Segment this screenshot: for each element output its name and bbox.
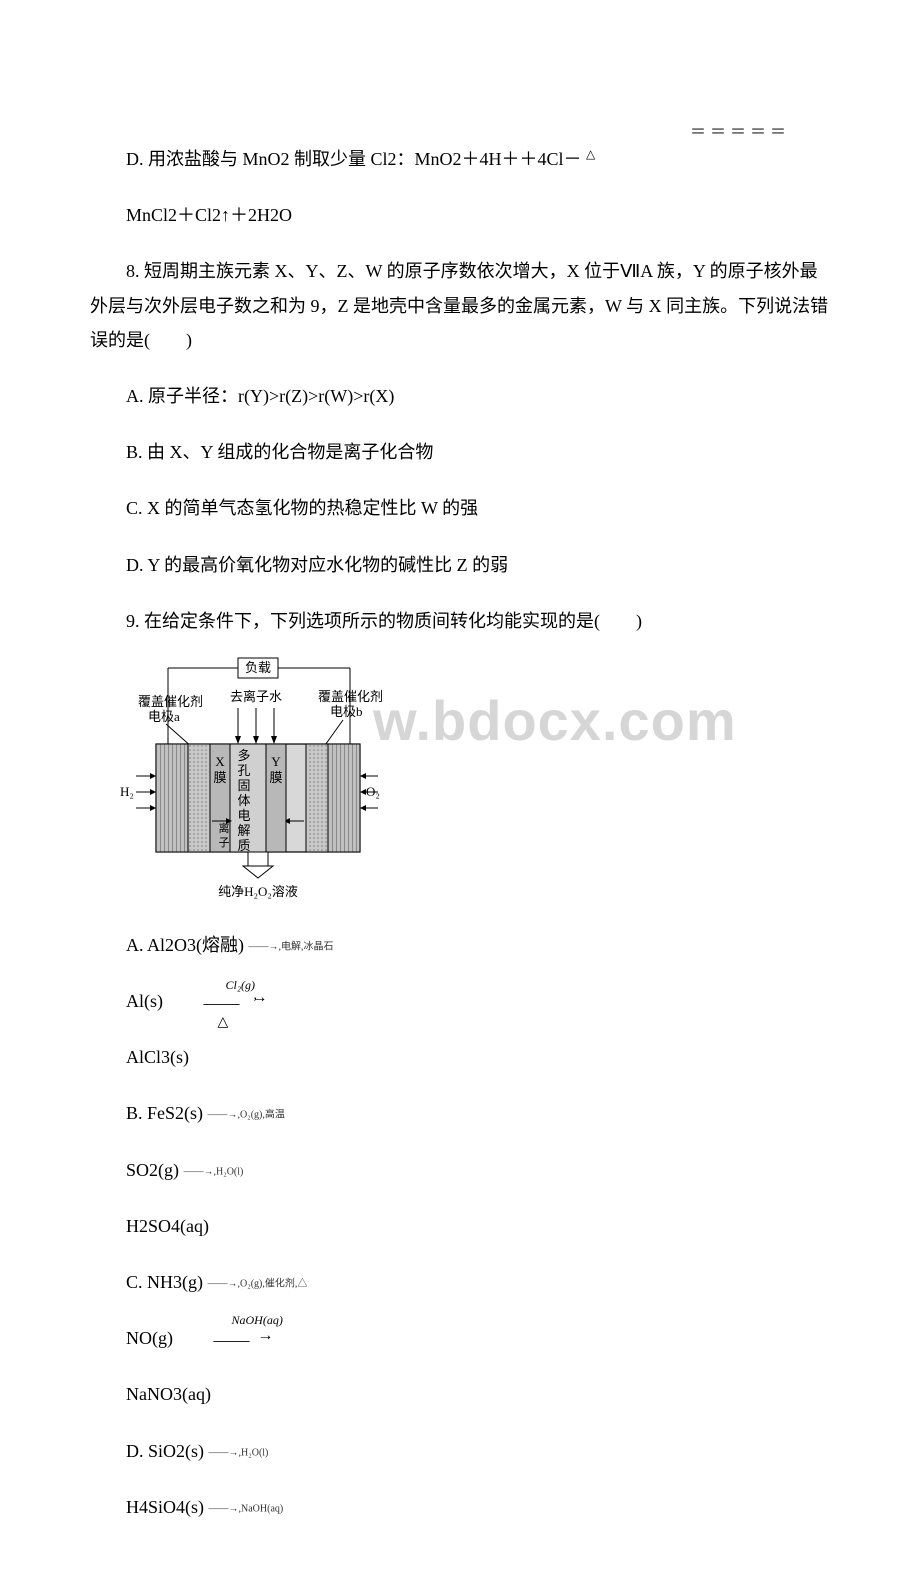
q9-option-a-line1: A. Al2O3(熔融) ――→,电解,冰晶石 — [90, 928, 830, 962]
svg-text:去离子水: 去离子水 — [230, 689, 282, 704]
svg-text:覆盖催化剂: 覆盖催化剂 — [138, 694, 203, 709]
q9-d-cond1: ――→,H₂O(l) — [209, 1447, 269, 1458]
svg-text:纯净H₂O₂溶液: 纯净H₂O₂溶液 — [218, 884, 298, 899]
q9-c-1: C. NH3(g) — [126, 1272, 203, 1292]
svg-text:膜: 膜 — [213, 770, 226, 785]
q9-option-d-line1: D. SiO2(s) ――→,H₂O(l) — [90, 1434, 830, 1468]
svg-text:H₂: H₂ — [120, 784, 134, 799]
q9-option-c-line1: C. NH3(g) ――→,O₂(g),催化剂,△ — [90, 1265, 830, 1299]
q7-option-d-line2: MnCl2＋Cl2↑＋2H2O — [90, 198, 830, 232]
q8-option-b: B. 由 X、Y 组成的化合物是离子化合物 — [90, 435, 830, 469]
q9-option-c-line3: NaNO3(aq) — [90, 1377, 830, 1411]
q9-option-c-line2: NO(g) ―― NaOH(aq) → — [90, 1321, 830, 1355]
q9-c-2: NO(g) — [126, 1328, 178, 1348]
q8-stem: 8. 短周期主族元素 X、Y、Z、W 的原子序数依次增大，X 位于ⅦA 族，Y … — [90, 254, 830, 357]
q9-option-b-line2: SO2(g) ――→,H₂O(l) — [90, 1153, 830, 1187]
q7-d-text1: D. 用浓盐酸与 MnO2 制取少量 Cl2：MnO2＋4H＋＋4Cl－ — [126, 149, 582, 169]
q8-option-d: D. Y 的最高价氧化物对应水化物的碱性比 Z 的弱 — [90, 548, 830, 582]
q8-option-c: C. X 的简单气态氢化物的热稳定性比 W 的强 — [90, 491, 830, 525]
q9-b-cond2: ――→,H₂O(l) — [184, 1166, 244, 1177]
svg-text:子: 子 — [219, 836, 230, 849]
q9-option-d-line2: H4SiO4(s) ――→,NaOH(aq) — [90, 1490, 830, 1524]
q9-a-arrow: ―― Cl₂(g) → , △ — [168, 986, 240, 1020]
q9-c-cond1: ――→,O₂(g),催化剂,△ — [208, 1278, 308, 1289]
q9-option-b-line3: H2SO4(aq) — [90, 1209, 830, 1243]
q9-b-1: B. FeS2(s) — [126, 1103, 203, 1123]
svg-text:解: 解 — [237, 823, 250, 838]
page-dashes: ＝＝＝＝＝ — [690, 118, 790, 148]
svg-text:孔: 孔 — [237, 763, 250, 778]
svg-text:电: 电 — [237, 808, 250, 823]
svg-text:覆盖催化剂: 覆盖催化剂 — [318, 689, 383, 704]
q9-a-2: Al(s) — [126, 991, 168, 1011]
fuel-cell-diagram: 负载 去离子水 覆盖催化剂 电极a 覆盖催化剂 电极b — [108, 656, 438, 906]
q9-option-a-line3: AlCl3(s) — [90, 1040, 830, 1074]
q9-b-2: SO2(g) — [126, 1160, 179, 1180]
svg-text:多: 多 — [237, 748, 250, 763]
svg-text:膜: 膜 — [269, 770, 282, 785]
q9-d-2: H4SiO4(s) — [126, 1497, 204, 1517]
svg-text:体: 体 — [237, 793, 250, 808]
svg-text:X: X — [215, 754, 225, 769]
svg-text:电极a: 电极a — [148, 709, 180, 724]
q9-c-arrow: ―― NaOH(aq) → — [178, 1323, 250, 1357]
q7-d-triangle: △ — [586, 147, 595, 161]
q9-option-b-line1: B. FeS2(s) ――→,O₂(g),高温 — [90, 1096, 830, 1130]
q9-option-a-line2: Al(s) ―― Cl₂(g) → , △ — [90, 984, 830, 1018]
q9-d-1: D. SiO2(s) — [126, 1441, 204, 1461]
svg-text:质: 质 — [237, 838, 250, 853]
q9-b-cond1: ――→,O₂(g),高温 — [208, 1110, 285, 1121]
svg-text:离: 离 — [219, 821, 230, 835]
q8-option-a: A. 原子半径：r(Y)>r(Z)>r(W)>r(X) — [90, 379, 830, 413]
svg-text:电极b: 电极b — [330, 704, 363, 719]
q9-diagram: w.bdocx.com 负载 去离子水 覆盖催化剂 电极a 覆盖催化剂 电极b — [108, 656, 848, 906]
svg-text:负载: 负载 — [245, 660, 271, 675]
q9-stem: 9. 在给定条件下，下列选项所示的物质间转化均能实现的是( ) — [90, 604, 830, 638]
svg-text:固: 固 — [237, 778, 250, 793]
q9-a-cond1: ――→,电解,冰晶石 — [249, 941, 334, 952]
svg-text:Y: Y — [271, 754, 281, 769]
q9-d-cond2: ――→,NaOH(aq) — [209, 1503, 284, 1514]
q9-a-1: A. Al2O3(熔融) — [126, 935, 244, 955]
